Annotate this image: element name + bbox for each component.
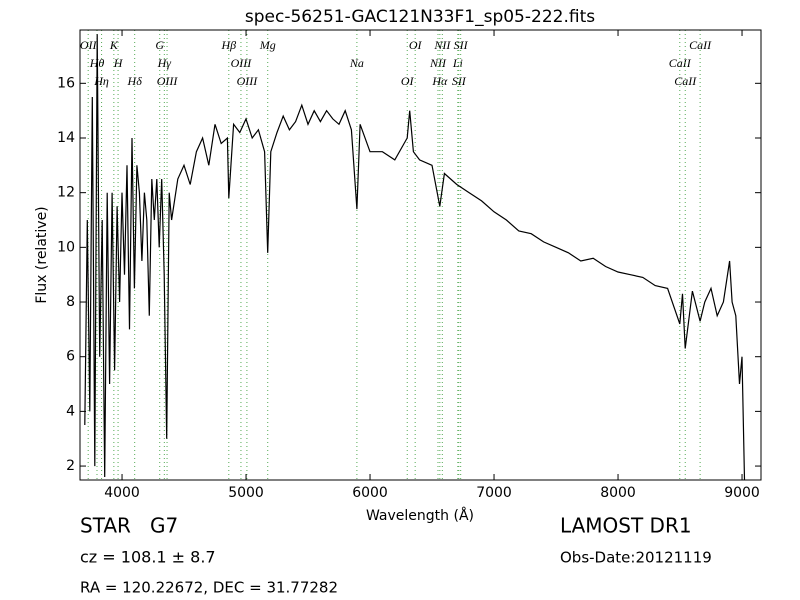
survey: LAMOST DR1	[560, 514, 692, 538]
y-tick-label: 4	[66, 403, 75, 419]
feature-label: Hη	[93, 74, 109, 88]
y-tick-label: 12	[57, 185, 75, 201]
y-tick-label: 8	[66, 294, 75, 310]
feature-label: Hα	[431, 74, 448, 88]
redshift: cz = 108.1 ± 8.7	[80, 548, 216, 567]
spectrum-line	[84, 34, 746, 480]
x-axis-label: Wavelength (Å)	[366, 507, 474, 524]
chart-title: spec-56251-GAC121N33F1_sp05-222.fits	[245, 7, 595, 27]
feature-label: Na	[349, 56, 364, 70]
x-tick-label: 8000	[600, 485, 636, 501]
object-class: STAR G7	[80, 514, 178, 538]
y-tick-label: 14	[57, 130, 75, 146]
feature-label: OIII	[237, 74, 259, 88]
feature-label: SII	[452, 74, 467, 88]
feature-label: Li	[452, 56, 463, 70]
x-tick-label: 5000	[228, 485, 264, 501]
feature-label: Hγ	[157, 56, 172, 70]
feature-label: CaII	[674, 74, 697, 88]
plot-frame	[79, 29, 762, 481]
y-tick-label: 6	[66, 349, 75, 365]
x-tick-label: 7000	[476, 485, 512, 501]
feature-label: NII	[429, 56, 447, 70]
feature-label: OIII	[157, 74, 179, 88]
y-tick-label: 16	[57, 75, 75, 91]
x-tick-label: 6000	[352, 485, 388, 501]
x-tick-label: 9000	[724, 485, 760, 501]
feature-label: OI	[409, 38, 423, 52]
y-tick-label: 10	[57, 239, 75, 255]
feature-label: OI	[401, 74, 415, 88]
x-tick-label: 4000	[104, 485, 140, 501]
obs-date: Obs-Date:20121119	[560, 549, 712, 567]
feature-label: CaII	[689, 38, 712, 52]
feature-label: K	[109, 38, 119, 52]
feature-label: G	[155, 38, 164, 52]
y-axis-label: Flux (relative)	[34, 206, 50, 303]
y-tick-label: 2	[66, 458, 75, 474]
feature-label: H	[113, 56, 124, 70]
feature-label: OII	[80, 38, 98, 52]
feature-label: OIII	[231, 56, 253, 70]
coordinates: RA = 120.22672, DEC = 31.77282	[80, 579, 338, 597]
feature-label: Hδ	[127, 74, 143, 88]
feature-label: NII	[433, 38, 451, 52]
feature-label: CaII	[669, 56, 692, 70]
feature-label: Mg	[259, 38, 276, 52]
feature-label: Hβ	[220, 38, 236, 52]
feature-label: SII	[454, 38, 469, 52]
